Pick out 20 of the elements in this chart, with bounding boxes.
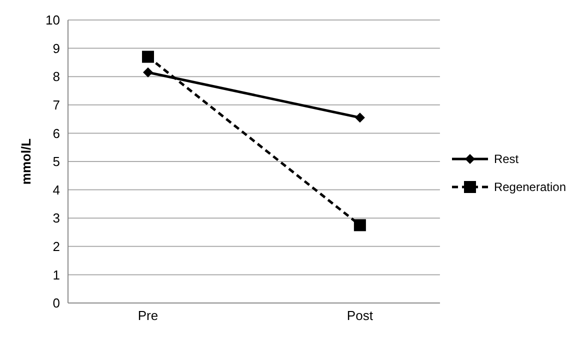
y-tick-label: 3 [52, 210, 60, 226]
y-tick-label: 7 [52, 98, 60, 113]
y-tick-label: 1 [52, 267, 60, 282]
y-tick-label: 4 [52, 182, 60, 198]
y-tick-label: 10 [46, 12, 60, 28]
point [142, 50, 154, 63]
x-tick-label: Pre [138, 308, 158, 324]
y-tick-label: 2 [52, 239, 60, 254]
y-tick-label: 9 [52, 40, 60, 56]
y-tick-label: 5 [52, 154, 60, 170]
point [354, 219, 366, 232]
point [143, 67, 153, 78]
y-tick-label: 8 [52, 69, 60, 84]
y-tick-label: 6 [52, 126, 60, 141]
legend-label: Regeneration [494, 180, 566, 194]
y-tick-label: 0 [52, 296, 60, 311]
legend-label: Rest [494, 152, 519, 166]
y-axis-title: mmol/L [18, 138, 34, 185]
x-tick-label: Post [346, 308, 374, 324]
point [354, 112, 365, 123]
